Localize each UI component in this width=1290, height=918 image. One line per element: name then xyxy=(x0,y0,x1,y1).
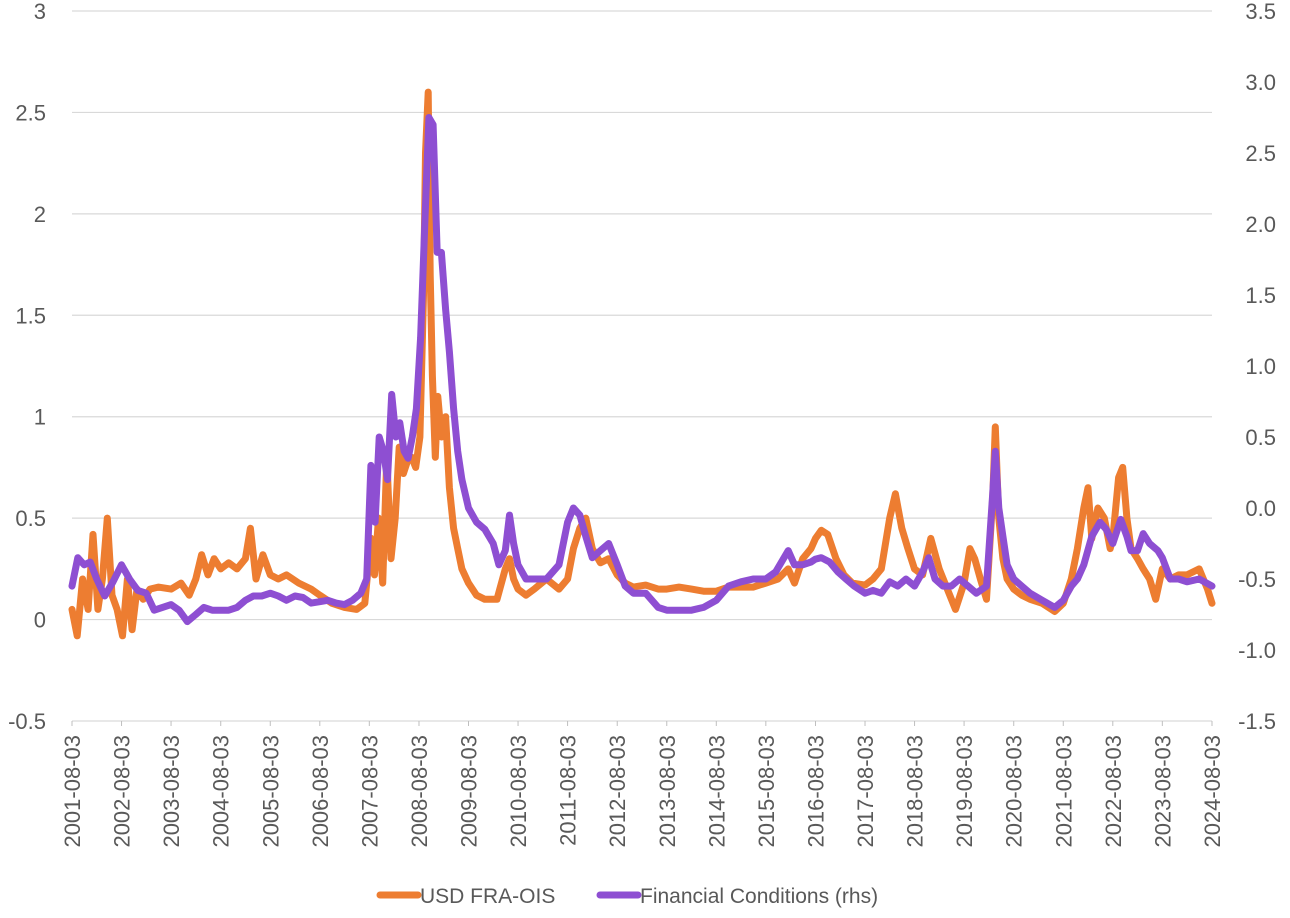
legend-label-financial-conditions: Financial Conditions (rhs) xyxy=(640,885,878,908)
right-tick-label: 1.0 xyxy=(1245,354,1276,379)
x-tick-label: 2009-08-03 xyxy=(457,735,482,848)
series-line-fra-ois xyxy=(68,88,1216,640)
x-tick-label: 2023-08-03 xyxy=(1150,735,1175,848)
x-tick-label: 2024-08-03 xyxy=(1200,735,1225,848)
legend: USD FRA-OIS Financial Conditions (rhs) xyxy=(376,885,878,908)
x-tick-label: 2003-08-03 xyxy=(159,735,184,848)
x-tick-label: 2007-08-03 xyxy=(357,735,382,848)
x-tick-label: 2001-08-03 xyxy=(60,735,85,848)
left-tick-label: 0 xyxy=(34,608,46,633)
series-line-financial-conditions xyxy=(68,114,1216,626)
right-tick-label: -1.5 xyxy=(1238,709,1276,734)
plot-area xyxy=(68,88,1216,640)
left-tick-label: 0.5 xyxy=(15,506,46,531)
right-tick-label: 1.5 xyxy=(1245,283,1276,308)
left-tick-label: 2 xyxy=(34,202,46,227)
left-tick-label: 2.5 xyxy=(15,100,46,125)
left-tick-label: 3 xyxy=(34,0,46,24)
x-tick-label: 2020-08-03 xyxy=(1002,735,1027,848)
left-tick-label: 1 xyxy=(34,405,46,430)
x-tick-label: 2011-08-03 xyxy=(556,735,581,846)
x-tick-label: 2012-08-03 xyxy=(605,735,630,848)
x-tick-label: 2018-08-03 xyxy=(903,735,928,848)
left-tick-label: -0.5 xyxy=(8,709,46,734)
right-tick-label: 2.0 xyxy=(1245,212,1276,237)
x-tick-label: 2021-08-03 xyxy=(1051,735,1076,848)
x-tick-label: 2015-08-03 xyxy=(754,735,779,848)
right-tick-label: 0.5 xyxy=(1245,425,1276,450)
x-tick-label: 2013-08-03 xyxy=(655,735,680,848)
right-tick-label: 3.5 xyxy=(1245,0,1276,24)
right-tick-label: -0.5 xyxy=(1238,567,1276,592)
x-tick-label: 2002-08-03 xyxy=(110,735,135,848)
x-tick-label: 2017-08-03 xyxy=(853,735,878,848)
x-axis: 2001-08-03 2002-08-03 2003-08-03 2004-08-03… xyxy=(60,721,1225,848)
x-tick-label: 2006-08-03 xyxy=(308,735,333,848)
x-tick-label: 2019-08-03 xyxy=(952,735,977,848)
x-tick-label: 2016-08-03 xyxy=(803,735,828,848)
x-tick-label: 2022-08-03 xyxy=(1101,735,1126,848)
left-axis: 3 2.5 2 1.5 1 0.5 0 -0.5 xyxy=(8,0,46,734)
right-tick-label: -1.0 xyxy=(1238,638,1276,663)
right-tick-label: 3.0 xyxy=(1245,70,1276,95)
x-tick-label: 2010-08-03 xyxy=(506,735,531,848)
x-tick-label: 2005-08-03 xyxy=(258,735,283,848)
right-tick-label: 2.5 xyxy=(1245,141,1276,166)
x-tick-label: 2008-08-03 xyxy=(407,735,432,848)
right-axis: 3.5 3.0 2.5 2.0 1.5 1.0 0.5 0.0 -0.5 -1.0 -1.5 xyxy=(1238,0,1276,734)
legend-label-fra-ois: USD FRA-OIS xyxy=(420,885,555,908)
gridlines xyxy=(72,10,1212,722)
left-tick-label: 1.5 xyxy=(15,303,46,328)
right-tick-label: 0.0 xyxy=(1245,496,1276,521)
x-tick-label: 2014-08-03 xyxy=(704,735,729,848)
x-tick-label: 2004-08-03 xyxy=(209,735,234,848)
